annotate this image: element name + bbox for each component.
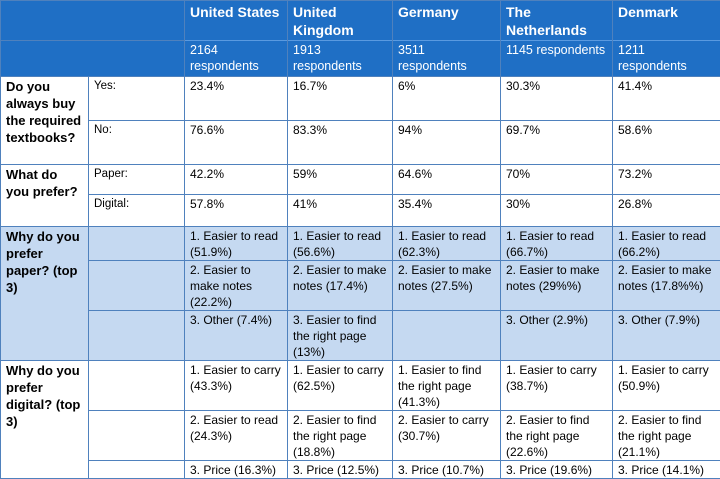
option-label-digital: Digital:	[89, 195, 185, 227]
table-cell: 3. Price (12.5%)	[288, 461, 393, 479]
table-cell: 1. Easier to read (51.9%)	[185, 227, 288, 261]
table-row: Why do you prefer digital? (top 3) 1. Ea…	[1, 361, 720, 411]
table-cell: 2. Easier to find the right page (21.1%)	[613, 411, 720, 461]
table-cell: 3. Other (2.9%)	[501, 311, 613, 361]
option-label-blank	[89, 411, 185, 461]
option-label-blank	[89, 261, 185, 311]
option-label-blank	[89, 311, 185, 361]
table-cell: 16.7%	[288, 77, 393, 121]
country-name: The Netherlands	[501, 1, 613, 41]
option-label-no: No:	[89, 121, 185, 165]
table-cell: 1. Easier to read (62.3%)	[393, 227, 501, 261]
table-cell: 1. Easier to carry (62.5%)	[288, 361, 393, 411]
table-cell: 6%	[393, 77, 501, 121]
table-cell: 70%	[501, 165, 613, 195]
table-cell: 2. Easier to make notes (27.5%)	[393, 261, 501, 311]
option-label-blank	[89, 361, 185, 411]
table-cell: 83.3%	[288, 121, 393, 165]
table-cell: 94%	[393, 121, 501, 165]
table-cell: 2. Easier to find the right page (18.8%)	[288, 411, 393, 461]
table-cell: 23.4%	[185, 77, 288, 121]
table-cell: 2. Easier to make notes (29%%)	[501, 261, 613, 311]
table-cell: 1. Easier to read (66.2%)	[613, 227, 720, 261]
country-name: Germany	[393, 1, 501, 41]
table-cell: 59%	[288, 165, 393, 195]
table-cell: 3. Easier to find the right page (13%)	[288, 311, 393, 361]
table-cell: 30.3%	[501, 77, 613, 121]
table-cell: 2. Easier to find the right page (22.6%)	[501, 411, 613, 461]
table-row: 3. Other (7.4%) 3. Easier to find the ri…	[1, 311, 720, 361]
option-label-blank	[89, 461, 185, 479]
table-row: 2. Easier to make notes (22.2%) 2. Easie…	[1, 261, 720, 311]
option-label-blank	[89, 227, 185, 261]
table-row: 2. Easier to read (24.3%) 2. Easier to f…	[1, 411, 720, 461]
table-cell: 1. Easier to find the right page (41.3%)	[393, 361, 501, 411]
option-label-yes: Yes:	[89, 77, 185, 121]
table-cell: 41.4%	[613, 77, 720, 121]
country-name: Denmark	[613, 1, 720, 41]
table-cell: 3. Price (14.1%)	[613, 461, 720, 479]
table-cell: 1. Easier to carry (38.7%)	[501, 361, 613, 411]
table-cell: 26.8%	[613, 195, 720, 227]
table-row: Digital: 57.8% 41% 35.4% 30% 26.8%	[1, 195, 720, 227]
table-cell: 1. Easier to carry (50.9%)	[613, 361, 720, 411]
table-cell: 42.2%	[185, 165, 288, 195]
question-prefer: What do you prefer?	[1, 165, 89, 227]
question-why-digital: Why do you prefer digital? (top 3)	[1, 361, 89, 479]
table-cell: 2. Easier to make notes (22.2%)	[185, 261, 288, 311]
table-cell: 3. Price (19.6%)	[501, 461, 613, 479]
table-row: Do you always buy the required textbooks…	[1, 77, 720, 121]
table-row: What do you prefer? Paper: 42.2% 59% 64.…	[1, 165, 720, 195]
table-cell: 3. Price (10.7%)	[393, 461, 501, 479]
table-cell: 2. Easier to make notes (17.4%)	[288, 261, 393, 311]
option-label-paper: Paper:	[89, 165, 185, 195]
table-cell	[393, 311, 501, 361]
table-cell: 69.7%	[501, 121, 613, 165]
table-cell: 73.2%	[613, 165, 720, 195]
country-name: United States	[185, 1, 288, 41]
respondents-blank-cell	[1, 41, 185, 77]
country-header-row: United States United Kingdom Germany The…	[1, 1, 720, 41]
table-cell: 2. Easier to make notes (17.8%%)	[613, 261, 720, 311]
respondent-count: 1145 respondents	[501, 41, 613, 77]
question-why-paper: Why do you prefer paper? (top 3)	[1, 227, 89, 361]
table-row: 3. Price (16.3%) 3. Price (12.5%) 3. Pri…	[1, 461, 720, 479]
table-cell: 1. Easier to carry (43.3%)	[185, 361, 288, 411]
table-cell: 58.6%	[613, 121, 720, 165]
respondents-row: 2164 respondents 1913 respondents 3511 r…	[1, 41, 720, 77]
country-name: United Kingdom	[288, 1, 393, 41]
table-cell: 76.6%	[185, 121, 288, 165]
table-cell: 2. Easier to carry (30.7%)	[393, 411, 501, 461]
table-cell: 3. Price (16.3%)	[185, 461, 288, 479]
respondent-count: 3511 respondents	[393, 41, 501, 77]
table-cell: 35.4%	[393, 195, 501, 227]
table-cell: 1. Easier to read (56.6%)	[288, 227, 393, 261]
table-row: Why do you prefer paper? (top 3) 1. Easi…	[1, 227, 720, 261]
table-cell: 2. Easier to read (24.3%)	[185, 411, 288, 461]
table-cell: 30%	[501, 195, 613, 227]
table-cell: 3. Other (7.4%)	[185, 311, 288, 361]
table-cell: 41%	[288, 195, 393, 227]
table-cell: 64.6%	[393, 165, 501, 195]
respondent-count: 1913 respondents	[288, 41, 393, 77]
question-buy-textbooks: Do you always buy the required textbooks…	[1, 77, 89, 165]
respondent-count: 1211 respondents	[613, 41, 720, 77]
respondent-count: 2164 respondents	[185, 41, 288, 77]
table-row: No: 76.6% 83.3% 94% 69.7% 58.6%	[1, 121, 720, 165]
table-cell: 1. Easier to read (66.7%)	[501, 227, 613, 261]
header-blank-cell	[1, 1, 185, 41]
table-cell: 3. Other (7.9%)	[613, 311, 720, 361]
table-cell: 57.8%	[185, 195, 288, 227]
